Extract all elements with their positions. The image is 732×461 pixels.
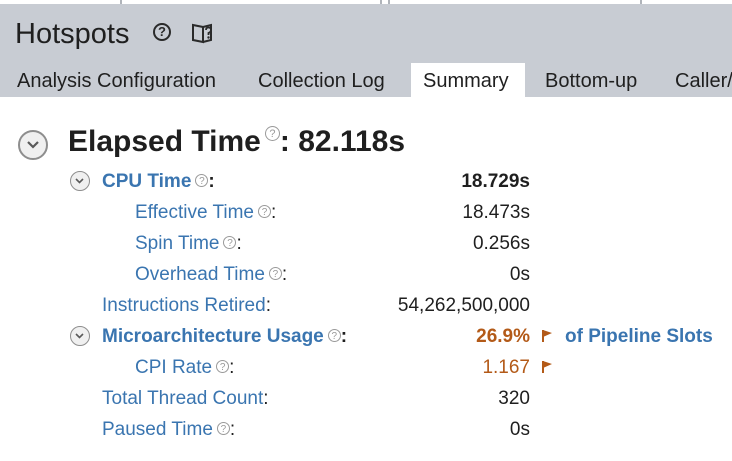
collapse-cpu-time-toggle[interactable] <box>70 171 90 191</box>
total-thread-count-label[interactable]: Total Thread Count: <box>102 387 269 411</box>
microarchitecture-usage-label[interactable]: Microarchitecture Usage?: <box>102 325 347 349</box>
tab-summary[interactable]: Summary <box>411 63 525 97</box>
help-circle-icon[interactable]: ? <box>153 23 171 41</box>
tab-analysis-configuration[interactable]: Analysis Configuration <box>17 70 216 92</box>
colon: : <box>340 326 348 347</box>
help-icon[interactable]: ? <box>257 205 271 218</box>
effective-time-label[interactable]: Effective Time?: <box>135 201 276 225</box>
help-icon[interactable]: ? <box>216 360 230 373</box>
row-label-text: Overhead Time <box>135 264 265 285</box>
elapsed-time-sep: : <box>279 125 290 158</box>
overhead-time-value: 0s <box>509 264 530 285</box>
row-label-text: CPU Time <box>102 171 192 192</box>
cpi-rate-label[interactable]: CPI Rate?: <box>135 356 234 380</box>
divider <box>120 0 122 4</box>
pipeline-slots-suffix: of Pipeline Slots <box>565 326 713 347</box>
help-icon[interactable]: ? <box>327 329 341 342</box>
colon: : <box>236 233 242 254</box>
divider <box>388 0 390 4</box>
effective-time-value: 18.473s <box>462 202 530 223</box>
total-thread-count-value: 320 <box>498 388 530 409</box>
help-icon[interactable]: ? <box>223 236 237 249</box>
colon: : <box>281 264 288 285</box>
header-bar: Hotspots ? Analysis Configuration Collec… <box>0 0 732 97</box>
cpu-time-label[interactable]: CPU Time?: <box>102 170 215 194</box>
row-label-text: Paused Time <box>102 419 213 440</box>
elapsed-time-label: Elapsed Time <box>68 125 261 158</box>
spin-time-value: 0.256s <box>472 233 530 254</box>
chevron-down-icon <box>27 141 39 149</box>
book-question-icon[interactable] <box>191 21 219 45</box>
colon: : <box>208 171 215 192</box>
elapsed-time-heading: Elapsed Time?: 82.118s <box>68 124 405 160</box>
colon: : <box>270 202 277 223</box>
tab-bottom-up[interactable]: Bottom-up <box>545 70 638 92</box>
chevron-down-icon <box>75 333 84 339</box>
colon: : <box>265 295 271 316</box>
row-label-text: Effective Time <box>135 202 254 223</box>
spin-time-label[interactable]: Spin Time?: <box>135 232 242 256</box>
row-label-text: Total Thread Count <box>102 388 264 409</box>
instructions-retired-value: 54,262,500,000 <box>397 295 530 316</box>
tab-collection-log[interactable]: Collection Log <box>258 70 385 92</box>
page-title: Hotspots <box>15 18 130 50</box>
help-icon[interactable]: ? <box>264 126 280 141</box>
collapse-microarchitecture-toggle[interactable] <box>70 326 90 346</box>
divider <box>380 0 382 4</box>
paused-time-value: 0s <box>509 419 530 440</box>
overhead-time-label[interactable]: Overhead Time?: <box>135 263 287 287</box>
colon: : <box>263 388 269 409</box>
divider <box>640 0 642 4</box>
row-label-text: CPI Rate <box>135 357 213 378</box>
row-label-text: Microarchitecture Usage <box>102 326 324 347</box>
collapse-elapsed-toggle[interactable] <box>18 130 48 160</box>
cpu-time-value: 18.729s <box>461 171 530 192</box>
help-icon[interactable]: ? <box>268 267 282 280</box>
top-strip <box>0 0 732 4</box>
instructions-retired-label[interactable]: Instructions Retired: <box>102 294 271 318</box>
colon: : <box>229 419 236 440</box>
colon: : <box>229 357 235 378</box>
chevron-down-icon <box>75 178 84 184</box>
row-label-text: Instructions Retired <box>102 295 266 316</box>
cpi-rate-value: 1.167 <box>482 357 530 378</box>
paused-time-label[interactable]: Paused Time?: <box>102 418 235 442</box>
tab-caller[interactable]: Caller/ <box>675 70 732 92</box>
help-icon[interactable]: ? <box>216 422 230 435</box>
elapsed-time-value: 82.118s <box>298 125 406 158</box>
flag-icon[interactable] <box>541 329 553 343</box>
help-icon[interactable]: ? <box>195 174 209 187</box>
row-label-text: Spin Time <box>135 233 220 254</box>
flag-icon[interactable] <box>541 360 553 374</box>
microarchitecture-usage-value: 26.9% <box>476 326 530 347</box>
